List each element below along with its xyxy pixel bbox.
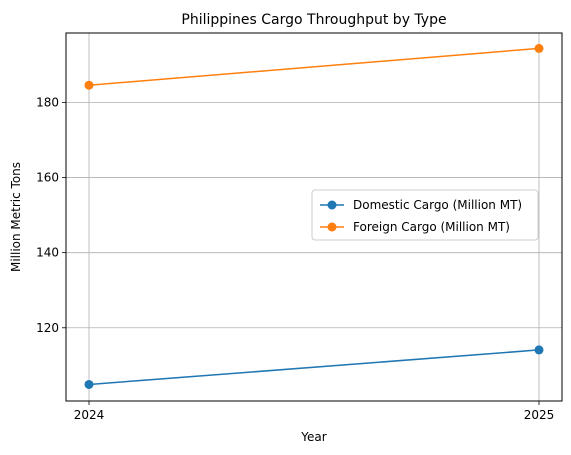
grid xyxy=(66,33,562,401)
y-tick-label: 180 xyxy=(36,95,59,109)
x-tick-label: 2025 xyxy=(524,408,555,422)
series-layer xyxy=(84,43,544,389)
data-point-foreign-2024 xyxy=(84,80,94,90)
y-tick-label: 160 xyxy=(36,171,59,185)
data-point-domestic-2025 xyxy=(534,345,544,355)
plot-area-frame xyxy=(65,32,563,402)
legend-marker-domestic xyxy=(327,200,337,210)
chart-title: Philippines Cargo Throughput by Type xyxy=(181,12,446,28)
ticks: 2024 2025 120 140 160 180 xyxy=(36,95,554,422)
data-point-domestic-2024 xyxy=(84,379,94,389)
legend-marker-foreign xyxy=(327,222,337,232)
y-axis-label: Million Metric Tons xyxy=(9,162,23,272)
legend: Domestic Cargo (Million MT) Foreign Carg… xyxy=(311,189,539,241)
x-tick-label: 2024 xyxy=(74,408,105,422)
data-point-foreign-2025 xyxy=(534,43,544,53)
x-axis-label: Year xyxy=(300,430,326,444)
legend-box xyxy=(311,189,539,241)
y-tick-label: 140 xyxy=(36,246,59,260)
y-tick-label: 120 xyxy=(36,321,59,335)
legend-label-domestic: Domestic Cargo (Million MT) xyxy=(353,198,522,212)
legend-label-foreign: Foreign Cargo (Million MT) xyxy=(353,220,510,234)
series-line-foreign xyxy=(88,47,540,86)
series-line-domestic xyxy=(88,349,540,386)
